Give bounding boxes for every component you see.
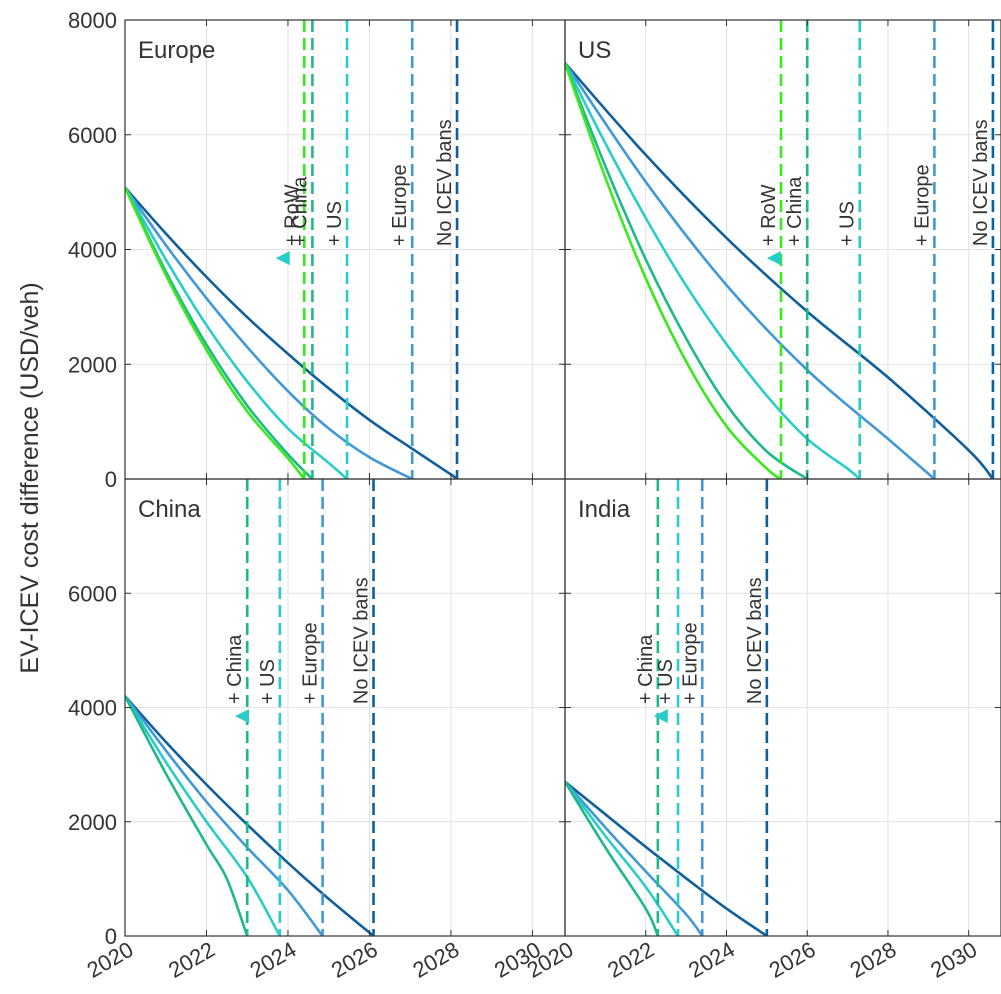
y-tick-label: 2000 [68,810,117,835]
series-line [125,186,348,479]
parity-marker-label: + China [224,634,246,704]
x-tick-label: 2024 [246,937,301,983]
y-tick-label: 6000 [68,581,117,606]
series-line [565,62,936,479]
series-line [565,62,808,479]
panel-plot-us [565,20,1001,479]
series-line [565,781,660,936]
panel-title-china: China [138,496,201,523]
series-line [565,781,680,936]
parity-marker-label: + China [635,634,657,704]
pathway-arrow-head [766,251,781,266]
series-line [565,62,994,479]
parity-marker-label: + US [324,201,346,246]
y-tick-label: 4000 [68,696,117,721]
series-line [125,186,458,479]
panel-plot-europe [125,20,459,479]
x-tick-label: 2026 [327,937,382,983]
panel-title-europe: Europe [138,37,215,64]
parity-marker-label: + Europe [911,164,933,246]
parity-marker-label: No ICEV bans [434,119,456,246]
series-line [125,186,413,479]
pathway-arrow-head [653,709,668,724]
x-tick-label: 2022 [164,937,219,983]
y-tick-label: 8000 [68,8,117,33]
x-tick-label: 2026 [765,937,820,983]
series-line [125,186,306,479]
parity-marker-label: + China [784,176,806,246]
series-line [565,780,768,936]
y-tick-label: 6000 [68,123,117,148]
y-tick-label: 0 [105,467,117,492]
parity-marker-label: No ICEV bans [744,577,766,704]
y-axis-label: EV-ICEV cost difference (USD/veh) [16,282,44,673]
parity-marker-label: No ICEV bans [970,119,992,246]
y-tick-label: 0 [105,924,117,949]
axes-layer: No ICEV bans+ Europe+ US+ China+ RoWEuro… [68,8,1001,983]
y-tick-label: 4000 [68,238,117,263]
x-tick-label: 2030 [926,937,981,983]
panel-plot-india [565,479,769,936]
parity-marker-label: + Europe [679,622,701,704]
parity-marker-label: + Europe [300,622,322,704]
x-tick-label: 2022 [603,937,658,983]
series-line [125,695,324,936]
parity-marker-label: + RoW [281,184,303,246]
series-line [125,695,281,936]
data-layer [125,20,1001,936]
y-tick-label: 2000 [68,352,117,377]
series-line [565,62,782,479]
parity-marker-label: + US [837,201,859,246]
panel-plot-china [125,479,375,936]
parity-marker-label: + RoW [758,184,780,246]
parity-marker-label: + China [289,176,311,246]
parity-marker-label: + US [257,659,279,704]
series-line [125,695,249,936]
x-tick-label: 2024 [684,937,739,983]
x-tick-label: 2028 [846,937,901,983]
series-line [125,695,375,936]
grid-layer [125,20,1001,936]
pathway-arrow-head [235,709,249,724]
parity-marker-label: No ICEV bans [351,577,373,704]
panel-title-us: US [578,37,611,64]
x-tick-label: 2028 [409,937,464,983]
series-line [565,62,861,479]
parity-marker-label: + US [655,659,677,704]
panel-title-india: India [578,496,631,523]
pathway-arrow-head [275,251,290,266]
series-line [565,780,704,936]
parity-marker-label: + Europe [389,164,411,246]
